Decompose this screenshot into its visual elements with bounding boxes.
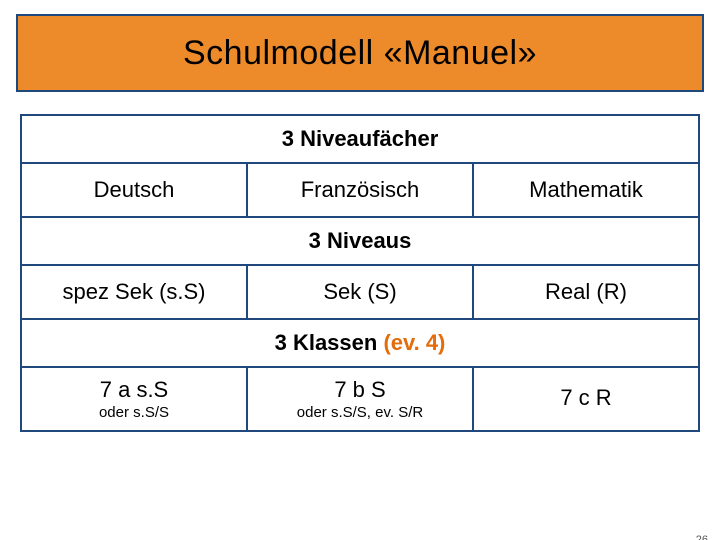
section2-cell-1: Sek (S): [247, 265, 473, 319]
section1-cell-2: Mathematik: [473, 163, 699, 217]
section3-header-main: 3 Klassen: [275, 330, 384, 355]
slide-title: Schulmodell «Manuel»: [183, 34, 537, 73]
section3-header-ev: (ev. 4): [383, 330, 445, 355]
section3-cell-0: 7 a s.S oder s.S/S: [21, 367, 247, 431]
section3-header-row: 3 Klassen (ev. 4): [21, 319, 699, 367]
page-number: 26: [696, 534, 708, 540]
title-band: Schulmodell «Manuel»: [16, 14, 704, 92]
section3-cell-1-main: 7 b S: [254, 377, 466, 402]
section3-cells-row: 7 a s.S oder s.S/S 7 b S oder s.S/S, ev.…: [21, 367, 699, 431]
section2-cell-2: Real (R): [473, 265, 699, 319]
section3-cell-2: 7 c R: [473, 367, 699, 431]
section1-cell-0: Deutsch: [21, 163, 247, 217]
section2-cells-row: spez Sek (s.S) Sek (S) Real (R): [21, 265, 699, 319]
section3-cell-1-sub: oder s.S/S, ev. S/R: [254, 404, 466, 421]
section3-header: 3 Klassen (ev. 4): [21, 319, 699, 367]
section1-header: 3 Niveaufächer: [21, 115, 699, 163]
section2-cell-0: spez Sek (s.S): [21, 265, 247, 319]
section1-cell-1: Französisch: [247, 163, 473, 217]
section2-header-row: 3 Niveaus: [21, 217, 699, 265]
section1-cells-row: Deutsch Französisch Mathematik: [21, 163, 699, 217]
section1-header-row: 3 Niveaufächer: [21, 115, 699, 163]
section3-cell-1: 7 b S oder s.S/S, ev. S/R: [247, 367, 473, 431]
section2-header: 3 Niveaus: [21, 217, 699, 265]
model-table: 3 Niveaufächer Deutsch Französisch Mathe…: [20, 114, 700, 432]
section3-cell-0-sub: oder s.S/S: [28, 404, 240, 421]
section3-cell-0-main: 7 a s.S: [28, 377, 240, 402]
section3-cell-2-main: 7 c R: [480, 385, 692, 410]
